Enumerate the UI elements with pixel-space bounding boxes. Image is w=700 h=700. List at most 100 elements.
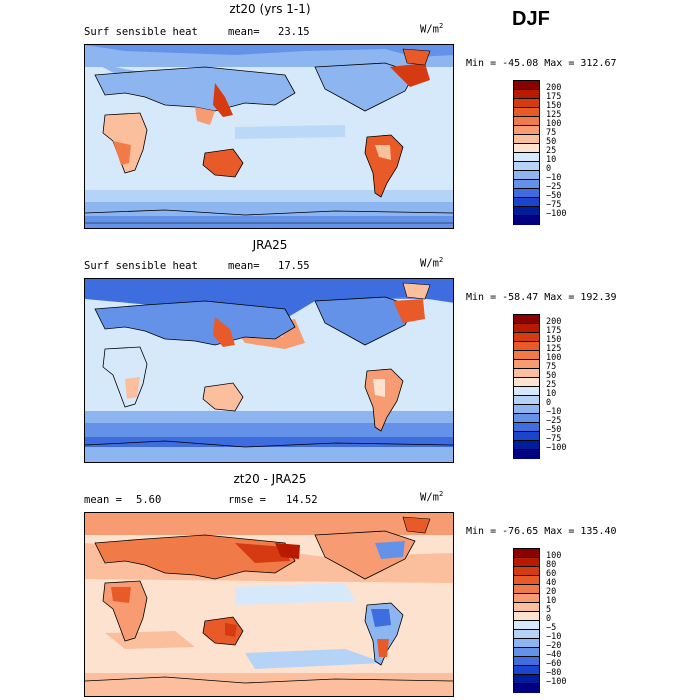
colorbar-tick-label: 0 [546,398,552,408]
panel-3-rmse-value: 14.52 [286,494,318,506]
colorbar-box [514,585,539,594]
colorbar-box [514,135,539,144]
colorbar-box [514,360,539,369]
panel-3-map-svg [85,513,453,696]
panel-3-mean-value: 5.60 [136,494,162,506]
colorbar-box [514,414,539,423]
panel-3-units: W/m2 [420,490,444,504]
colorbar-tick-label: −100 [546,443,567,453]
panel-2-mean-value: 17.55 [278,260,310,272]
panel-2-map [84,278,454,463]
colorbar-tick-label: −25 [546,182,562,192]
colorbar-tick-label: −75 [546,434,562,444]
colorbar-box [514,630,539,639]
colorbar-box [514,117,539,126]
colorbar-tick-label: −10 [546,407,562,417]
colorbar-tick-label: 25 [546,146,557,156]
colorbar-tick-label: −25 [546,416,562,426]
colorbar-box [514,639,539,648]
colorbar-box [514,576,539,585]
colorbar-box [514,423,539,432]
colorbar-box [514,162,539,171]
colorbar-tick-label: 50 [546,137,557,147]
panel-1-minmax: Min = -45.08 Max = 312.67 [466,58,617,69]
colorbar-box [514,441,539,450]
panel-3-minmax: Min = -76.65 Max = 135.40 [466,526,617,537]
colorbar-box [514,144,539,153]
colorbar-box [514,351,539,360]
colorbar-box [514,315,539,324]
colorbar-box [514,126,539,135]
colorbar-box [514,108,539,117]
colorbar-tick-label: −60 [546,659,562,669]
colorbar-box [514,153,539,162]
colorbar-tick-label: −80 [546,668,562,678]
colorbar-tick-label: 125 [546,344,562,354]
colorbar-tick-label: 100 [546,119,562,129]
colorbar-tick-label: 20 [546,587,557,597]
colorbar-tick-label: 150 [546,335,562,345]
colorbar-box [514,396,539,405]
colorbar-tick-label: 125 [546,110,562,120]
colorbar-box [514,99,539,108]
panel-3-colorbar [513,548,540,693]
colorbar-box [514,207,539,216]
colorbar-tick-label: −20 [546,641,562,651]
colorbar-box [514,594,539,603]
colorbar-tick-label: 200 [546,83,562,93]
panel-2-mean-label: mean= [228,260,260,272]
panel-2-colorbar [513,314,540,459]
colorbar-box [514,342,539,351]
colorbar-tick-label: 75 [546,128,557,138]
colorbar-tick-label: 175 [546,326,562,336]
colorbar-box [514,450,539,459]
colorbar-box [514,369,539,378]
panel-2-units: W/m2 [420,256,444,270]
colorbar-box [514,621,539,630]
colorbar-tick-label: 10 [546,389,557,399]
colorbar-box [514,333,539,342]
colorbar-tick-label: 0 [546,164,552,174]
colorbar-tick-label: 200 [546,317,562,327]
colorbar-box [514,378,539,387]
colorbar-tick-label: −10 [546,632,562,642]
colorbar-tick-label: −5 [546,623,557,633]
colorbar-tick-label: −50 [546,191,562,201]
panel-1-colorbar-ticks: 200 175 150 125 100 75 50 25 10 0 −10 −25 −50 −75 −100 [546,84,566,219]
colorbar-tick-label: 50 [546,371,557,381]
colorbar-box [514,657,539,666]
panel-1-mean-value: 23.15 [278,26,310,38]
colorbar-box [514,675,539,684]
colorbar-tick-label: −100 [546,677,567,687]
colorbar-tick-label: −50 [546,425,562,435]
colorbar-box [514,216,539,225]
panel-2-minmax: Min = -58.47 Max = 192.39 [466,292,617,303]
colorbar-box [514,81,539,90]
panel-3-map [84,512,454,697]
colorbar-box [514,405,539,414]
panel-1-title: zt20 (yrs 1-1) [229,2,311,16]
colorbar-tick-label: −10 [546,173,562,183]
colorbar-box [514,612,539,621]
panel-1-mean-label: mean= [228,26,260,38]
colorbar-tick-label: −40 [546,650,562,660]
colorbar-box [514,603,539,612]
colorbar-tick-label: 150 [546,101,562,111]
panel-3-rmse-label: rmse = [228,494,266,506]
colorbar-box [514,387,539,396]
panel-1-map [84,44,454,229]
colorbar-box [514,648,539,657]
colorbar-tick-label: 10 [546,596,557,606]
colorbar-box [514,549,539,558]
colorbar-tick-label: 0 [546,614,552,624]
panel-3-colorbar-ticks: 100 80 60 40 20 10 5 0 −5 −10 −20 −40 −60 −80 −100 [546,552,566,687]
panel-1-units: W/m2 [420,22,444,36]
colorbar-box [514,198,539,207]
panel-2-colorbar-ticks: 200 175 150 125 100 75 50 25 10 0 −10 −25 −50 −75 −100 [546,318,566,453]
colorbar-box [514,558,539,567]
colorbar-box [514,324,539,333]
colorbar-tick-label: 75 [546,362,557,372]
colorbar-tick-label: 100 [546,353,562,363]
colorbar-tick-label: 60 [546,569,557,579]
colorbar-box [514,180,539,189]
